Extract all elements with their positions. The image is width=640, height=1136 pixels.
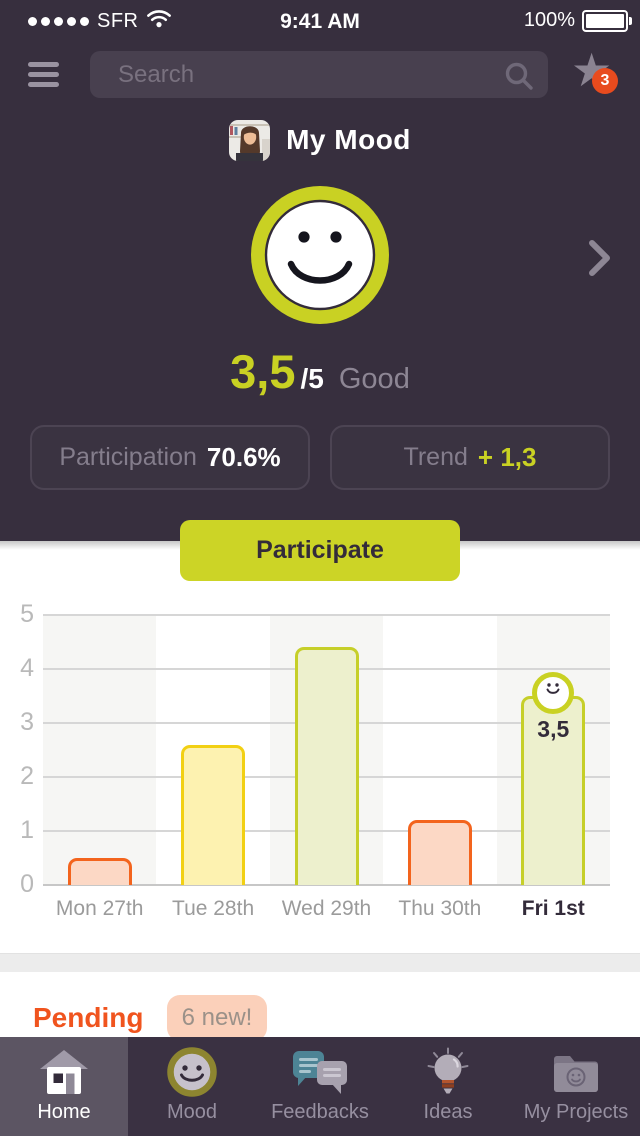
- chart-plot: 3,5: [43, 614, 610, 886]
- chart-bar-tue-28th: [181, 744, 246, 885]
- wifi-icon: [146, 10, 171, 33]
- mood-smiley[interactable]: [250, 185, 390, 325]
- menu-button[interactable]: [28, 62, 59, 89]
- tab-my-projects[interactable]: My Projects: [512, 1037, 640, 1136]
- mood-score: 3,5 /5 Good: [0, 344, 640, 399]
- tab-label: My Projects: [523, 1101, 629, 1123]
- lightbulb-icon: [423, 1045, 473, 1099]
- y-tick-label: 2: [20, 762, 34, 790]
- favorites-button[interactable]: ★ 3: [571, 44, 623, 100]
- trend-stat[interactable]: Trend + 1,3: [330, 425, 610, 490]
- x-tick-label: Fri 1st: [521, 897, 585, 920]
- tab-label: Home: [37, 1101, 91, 1123]
- participation-label: Participation: [59, 443, 197, 471]
- page-title: My Mood: [286, 124, 411, 155]
- carrier-label: SFR: [97, 10, 139, 32]
- projects-folder-icon: [551, 1045, 601, 1099]
- y-tick-label: 5: [20, 600, 34, 628]
- clock: 9:41 AM: [280, 10, 360, 33]
- feedbacks-icon: [291, 1045, 349, 1099]
- chevron-right-icon[interactable]: [588, 239, 612, 282]
- tab-home[interactable]: Home: [0, 1037, 128, 1136]
- tab-label: Mood: [166, 1101, 218, 1123]
- gridline-5: [43, 614, 610, 616]
- signal-strength-icon: [28, 17, 89, 26]
- search-input[interactable]: [90, 51, 548, 98]
- tab-feedbacks[interactable]: Feedbacks: [256, 1037, 384, 1136]
- status-bar: SFR 9:41 AM 100%: [0, 0, 640, 44]
- search-icon: [504, 61, 534, 96]
- tab-ideas[interactable]: Ideas: [384, 1037, 512, 1136]
- score-denominator: /5: [300, 363, 324, 394]
- participation-value: 70.6%: [206, 442, 281, 472]
- x-tick-label: Wed 29th: [281, 897, 372, 920]
- pending-title: Pending: [33, 1002, 144, 1033]
- y-tick-label: 0: [20, 870, 34, 898]
- pending-section: Pending 6 new!: [0, 972, 640, 1041]
- y-tick-label: 1: [20, 816, 34, 844]
- home-icon: [39, 1045, 89, 1099]
- pending-count-badge: 6 new!: [167, 995, 267, 1041]
- score-value: 3,5: [230, 345, 296, 398]
- column-stripe: [43, 615, 157, 885]
- highlight-bar-value: 3,5: [537, 716, 570, 742]
- mood-icon: [166, 1045, 218, 1099]
- participation-stat[interactable]: Participation 70.6%: [30, 425, 310, 490]
- tab-mood[interactable]: Mood: [128, 1037, 256, 1136]
- battery-icon: [582, 9, 632, 32]
- chart-bar-mon-27th: [67, 858, 132, 885]
- chart-bar-wed-29th: [294, 647, 359, 885]
- trend-label: Trend: [403, 443, 468, 471]
- user-avatar[interactable]: [229, 119, 271, 161]
- x-tick-label: Mon 27th: [55, 897, 144, 920]
- mood-chart-card: 0 1 2 3 4 5 3,5 Mon 27th Tue 28th Wed 29th Thu 3…: [0, 541, 640, 953]
- participate-button[interactable]: Participate: [180, 520, 460, 581]
- tab-bar: Home Mood: [0, 1037, 640, 1136]
- score-label: Good: [338, 363, 410, 395]
- chart-x-axis: Mon 27th Tue 28th Wed 29th Thu 30th Fri 1st: [43, 897, 610, 929]
- chart-y-axis: 0 1 2 3 4 5: [0, 600, 34, 898]
- favorites-badge: 3: [592, 68, 618, 94]
- gridline-0: [43, 884, 610, 886]
- tab-label: Feedbacks: [271, 1101, 369, 1123]
- tab-label: Ideas: [423, 1101, 473, 1123]
- battery-percent-label: 100%: [523, 9, 575, 31]
- highlight-smiley-icon: [532, 672, 575, 714]
- section-divider: [0, 953, 640, 972]
- x-tick-label: Tue 28th: [172, 897, 255, 920]
- chart-bar-thu-30th: [407, 820, 472, 885]
- x-tick-label: Thu 30th: [398, 897, 482, 920]
- trend-value: + 1,3: [477, 442, 537, 472]
- y-tick-label: 4: [20, 654, 34, 682]
- y-tick-label: 3: [20, 708, 34, 736]
